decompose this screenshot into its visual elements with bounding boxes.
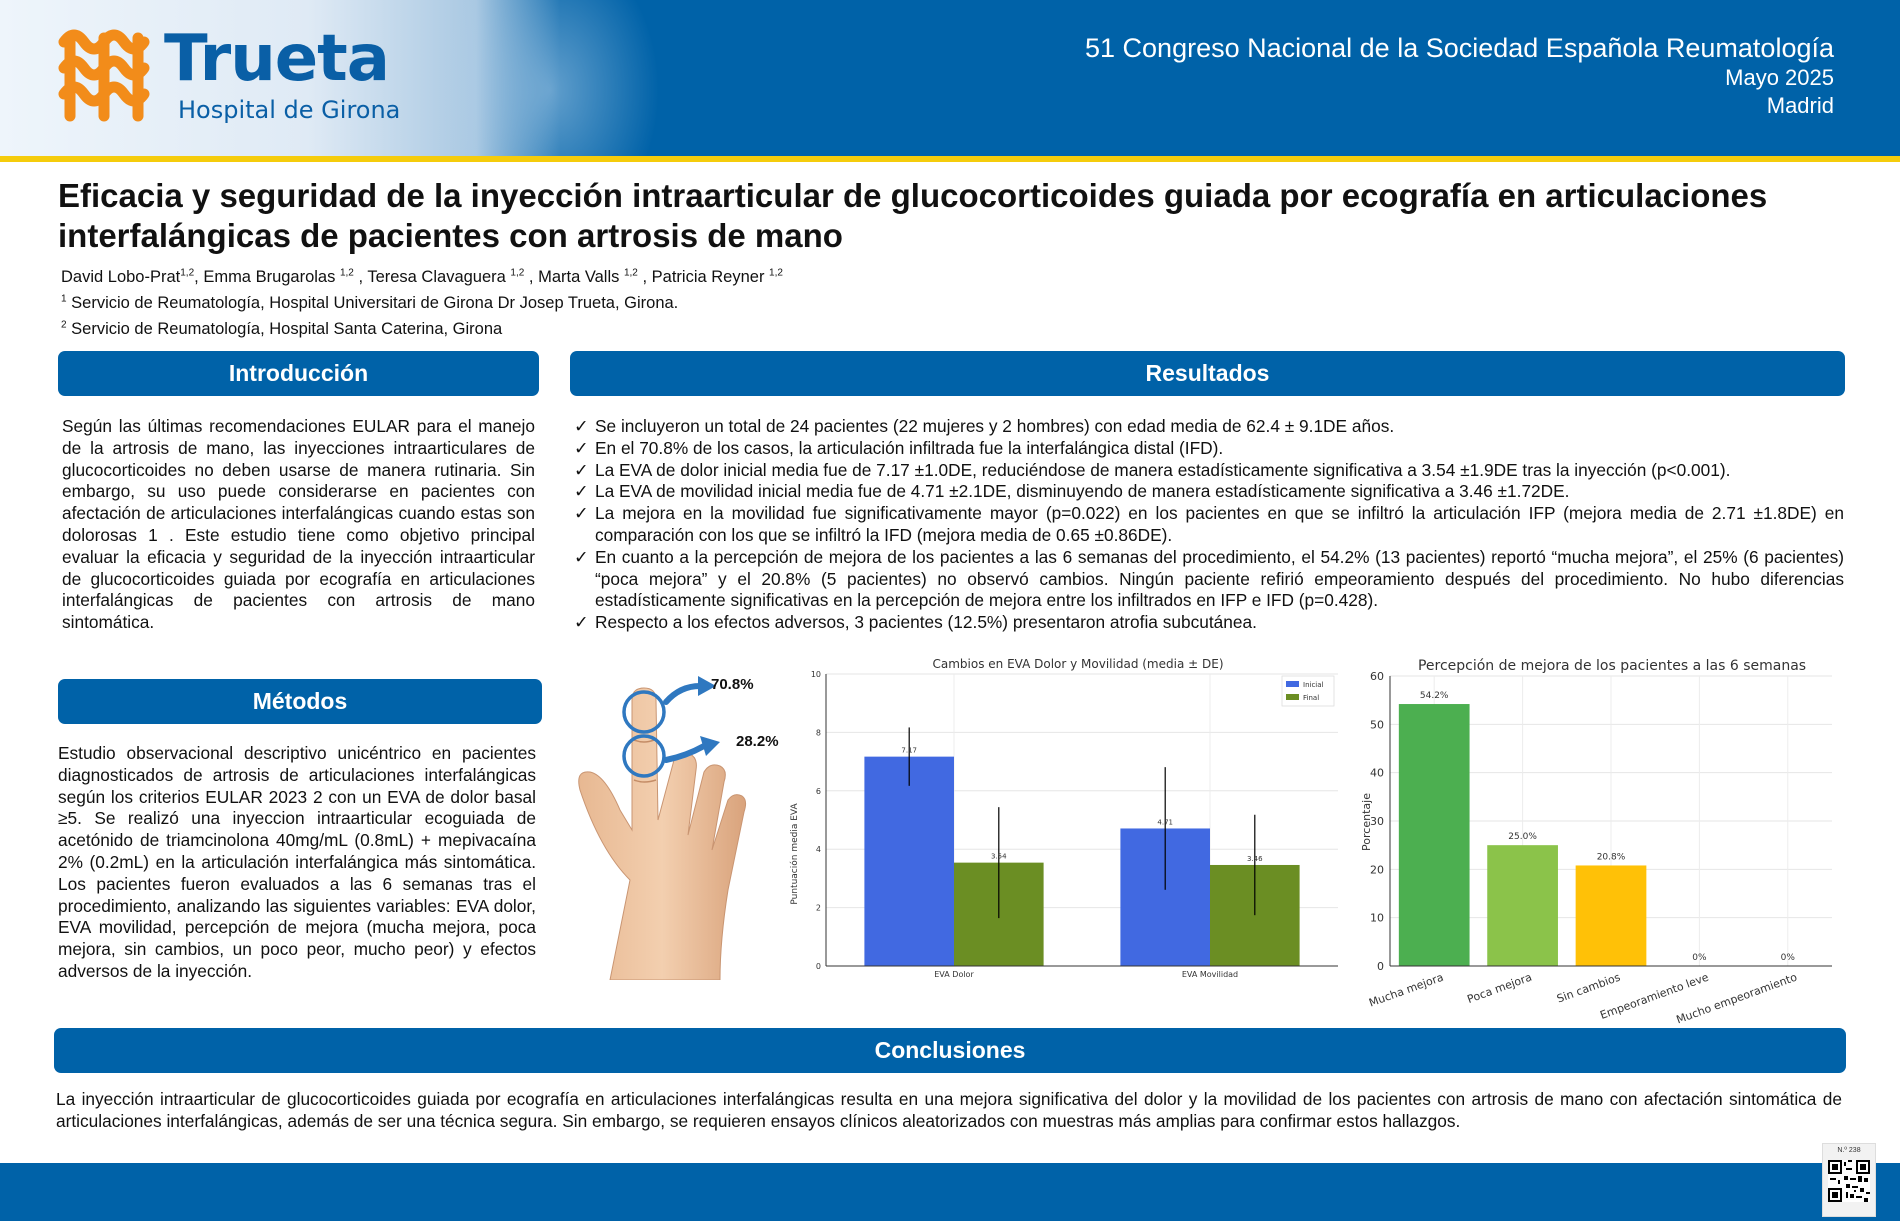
y-axis-label: Porcentaje [1360,793,1373,851]
footer-bar [0,1163,1900,1221]
poster-number: N.º 238 [1837,1147,1861,1154]
congress-name: 51 Congreso Nacional de la Sociedad Espa… [1085,33,1834,63]
author: Emma Brugarolas 1,2 , [203,267,368,286]
result-bullet: ✓ La EVA de dolor inicial media fue de 7.… [574,459,1731,480]
check-icon: ✓ [574,459,589,480]
section-heading-introduccion: Introducción [58,351,539,396]
intro-text: Según las últimas recomendaciones EULAR … [62,416,535,633]
data-label: 25.0% [1508,832,1537,842]
check-icon: ✓ [574,546,589,567]
y-tick-label: 4 [816,845,821,854]
result-bullet: ✓ La mejora en la movilidad fue significa… [574,503,1844,545]
x-tick-label: Poca mejora [1465,971,1533,1006]
affiliation-2: 2 Servicio de Reumatología, Hospital San… [61,319,503,338]
qr-code-icon[interactable] [1828,1160,1870,1202]
author: David Lobo-Prat1,2, [61,267,204,286]
data-label: 4.71 [1157,818,1173,826]
section-heading-metodos: Métodos [58,679,542,724]
legend-swatch [1286,681,1299,687]
legend-label: Inicial [1303,681,1324,689]
y-tick-label: 10 [1370,912,1384,925]
y-axis-label: Puntuación media EVA [789,803,800,905]
check-icon: ✓ [574,416,589,436]
bar [1398,704,1470,966]
bar [864,756,954,966]
y-tick-label: 2 [816,904,821,913]
data-label: 3.46 [1247,855,1263,863]
data-label: 7.17 [901,747,917,755]
result-bullet: ✓ Se incluyeron un total de 24 pacientes … [574,416,1395,436]
y-tick-label: 40 [1370,767,1384,780]
result-bullet: ✓ La EVA de movilidad inicial media fue d… [574,481,1570,502]
x-tick-label: EVA Dolor [934,970,974,979]
congress-date: Mayo 2025 [1725,65,1834,90]
header-banner [0,0,1900,158]
qr-badge: N.º 238 [1822,1143,1876,1217]
hand-illustration-icon [578,676,747,980]
affiliation-1: 1 Servicio de Reumatología, Hospital Uni… [61,293,679,312]
hand-label-ifd: 70.8% [711,676,754,693]
bar [1575,865,1647,966]
y-tick-label: 30 [1370,815,1384,828]
x-tick-label: EVA Movilidad [1182,970,1238,979]
section-heading-conclusiones: Conclusiones [54,1028,1846,1073]
logo-subtitle: Hospital de Girona [178,96,401,124]
y-tick-label: 10 [811,670,821,679]
x-tick-label: Mucha mejora [1367,971,1445,1010]
result-bullet: ✓ En el 70.8% de los casos, la articulaci… [574,437,1224,458]
data-label: 0% [1692,953,1707,963]
legend-label: Final [1303,694,1319,702]
legend-swatch [1286,694,1299,700]
y-tick-label: 8 [816,728,821,737]
bar [1487,845,1558,966]
author-list: David Lobo-Prat1,2, Emma Brugarolas 1,2 … [61,266,783,288]
header-curve [440,0,660,158]
data-label: 3.54 [991,853,1007,861]
y-tick-label: 20 [1370,863,1384,876]
y-tick-label: 60 [1370,670,1384,683]
poster-title: Eficacia y seguridad de la inyección int… [58,177,1768,254]
logo-wordmark: Trueta [164,22,390,96]
metodos-text: Estudio observacional descriptivo unicén… [58,743,536,981]
author: Patricia Reyner 1,2 [651,267,783,286]
chart-title: Percepción de mejora de los pacientes a … [1418,658,1806,674]
check-icon: ✓ [574,481,589,502]
congress-info: 51 Congreso Nacional de la Sociedad Espa… [1085,32,1834,120]
data-label: 0% [1781,953,1796,963]
check-icon: ✓ [574,503,589,524]
y-tick-label: 6 [816,787,821,796]
eva-bar-chart: Cambios en EVA Dolor y Movilidad (media … [789,657,1338,979]
data-label: 20.8% [1597,852,1626,862]
chart-title: Cambios en EVA Dolor y Movilidad (media … [933,657,1224,671]
check-icon: ✓ [574,437,589,458]
check-icon: ✓ [574,612,589,633]
trueta-logo-icon [58,29,150,122]
data-label: 54.2% [1420,691,1449,701]
y-tick-label: 50 [1370,718,1384,731]
header-accent-line [0,156,1900,162]
results-list: ✓ Se incluyeron un total de 24 pacientes … [574,416,1844,634]
result-bullet: ✓ En cuanto a la percepción de mejora de … [574,546,1844,611]
author: Marta Valls 1,2 , [538,267,652,286]
conclusiones-text: La inyección intraarticular de glucocort… [56,1089,1842,1131]
y-tick-label: 0 [1377,960,1384,973]
congress-city: Madrid [1766,93,1834,118]
hand-label-ifp: 28.2% [736,733,779,750]
section-heading-resultados: Resultados [570,351,1845,396]
x-tick-label: Sin cambios [1555,971,1622,1006]
y-tick-label: 0 [816,962,821,971]
perception-bar-chart: Percepción de mejora de los pacientes a … [1360,658,1832,1026]
author: Teresa Clavaguera 1,2 , [367,267,539,286]
result-bullet: ✓ Respecto a los efectos adversos, 3 paci… [574,612,1257,633]
